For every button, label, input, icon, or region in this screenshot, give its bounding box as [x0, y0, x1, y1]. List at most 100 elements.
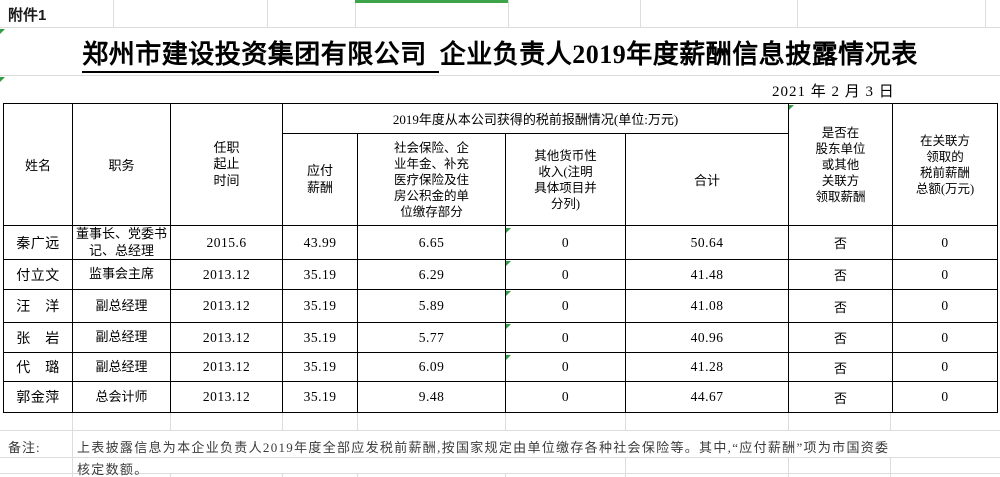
header-payable[interactable]: 应付 薪酬 — [282, 133, 358, 226]
cell-total[interactable]: 44.67 — [624, 381, 790, 413]
gridline — [0, 430, 1000, 431]
cell-other[interactable]: 0 — [505, 381, 626, 413]
cell-related-amount[interactable]: 0 — [892, 259, 999, 290]
cell-related[interactable]: 否 — [788, 289, 894, 323]
attachment-label[interactable]: 附件1 — [8, 7, 47, 24]
note-label[interactable]: 备注: — [8, 440, 41, 455]
gridline — [282, 413, 283, 430]
header-pretax-group[interactable]: 2019年度从本公司获得的税前报酬情况(单位:万元) — [281, 103, 790, 134]
cell-related[interactable]: 否 — [788, 381, 894, 413]
gridline — [505, 473, 506, 477]
cell-related-amount[interactable]: 0 — [892, 381, 999, 413]
cell-payable[interactable]: 35.19 — [282, 352, 358, 382]
cell-insurance[interactable]: 5.89 — [357, 289, 506, 323]
cell-position[interactable]: 副总经理 — [72, 322, 171, 353]
gridline — [508, 0, 509, 27]
table-row: 郭金萍 总会计师 2013.12 35.19 9.48 0 44.67 否 0 — [3, 381, 999, 413]
cell-insurance[interactable]: 6.09 — [357, 352, 506, 382]
cell-flag-icon — [0, 77, 5, 82]
cell-name[interactable]: 代 璐 — [3, 352, 73, 382]
header-related-amount[interactable]: 在关联方 领取的 税前薪酬 总额(万元) — [892, 103, 999, 226]
cell-position[interactable]: 总会计师 — [72, 381, 171, 413]
cell-insurance[interactable]: 6.29 — [357, 259, 506, 290]
gridline — [113, 0, 114, 27]
title-rest: 企业负责人2019年度薪酬信息披露情况表 — [439, 40, 918, 69]
table-subheader-row: 应付 薪酬 社会保险、企 业年金、补充 医疗保险及住 房公积金的单 位缴存部分 … — [4, 133, 998, 226]
cell-tenure[interactable]: 2013.12 — [170, 259, 283, 290]
cell-insurance[interactable]: 5.77 — [357, 322, 506, 353]
cell-name[interactable]: 付立文 — [3, 259, 73, 290]
header-tenure[interactable]: 任职 起止 时间 — [170, 103, 283, 226]
cell-payable[interactable]: 35.19 — [282, 322, 358, 353]
cell-related[interactable]: 否 — [788, 259, 894, 290]
cell-related-amount[interactable]: 0 — [892, 225, 999, 260]
cell-name[interactable]: 张 岩 — [3, 322, 73, 353]
table-row: 付立文 监事会主席 2013.12 35.19 6.29 0 41.48 否 0 — [3, 259, 999, 290]
cell-name[interactable]: 郭金萍 — [3, 381, 73, 413]
cell-related[interactable]: 否 — [788, 322, 894, 353]
header-total[interactable]: 合计 — [624, 133, 790, 226]
cell-payable[interactable]: 43.99 — [282, 225, 358, 260]
cell-flag-icon — [0, 29, 5, 34]
cell-name[interactable]: 秦广远 — [3, 225, 73, 260]
cell-tenure[interactable]: 2013.12 — [170, 322, 283, 353]
gridline — [170, 473, 171, 477]
header-position[interactable]: 职务 — [72, 103, 171, 226]
cell-other[interactable]: 0 — [505, 289, 626, 323]
cell-tenure[interactable]: 2013.12 — [170, 381, 283, 413]
cell-total[interactable]: 41.48 — [624, 259, 790, 290]
cell-tenure[interactable]: 2013.12 — [170, 289, 283, 323]
header-name[interactable]: 姓名 — [3, 103, 73, 226]
header-insurance[interactable]: 社会保险、企 业年金、补充 医疗保险及住 房公积金的单 位缴存部分 — [357, 133, 506, 226]
cell-other[interactable]: 0 — [505, 322, 626, 353]
cell-position[interactable]: 董事长、党委书 记、总经理 — [72, 225, 171, 260]
green-cell-fill-bar — [355, 0, 508, 3]
cell-total[interactable]: 41.28 — [624, 352, 790, 382]
cell-total[interactable]: 50.64 — [624, 225, 790, 260]
cell-related[interactable]: 否 — [788, 225, 894, 260]
gridline — [985, 0, 986, 27]
gridline — [505, 413, 506, 430]
gridline — [797, 0, 798, 27]
cell-related[interactable]: 否 — [788, 352, 894, 382]
cell-related-amount[interactable]: 0 — [892, 322, 999, 353]
cell-payable[interactable]: 35.19 — [282, 259, 358, 290]
cell-payable[interactable]: 35.19 — [282, 289, 358, 323]
note-line-1[interactable]: 上表披露信息为本企业负责人2019年度全部应发税前薪酬,按国家规定由单位缴存各种… — [77, 440, 890, 455]
cell-payable[interactable]: 35.19 — [282, 381, 358, 413]
cell-total[interactable]: 41.08 — [624, 289, 790, 323]
cell-insurance[interactable]: 9.48 — [357, 381, 506, 413]
cell-related-amount[interactable]: 0 — [892, 289, 999, 323]
header-related-party[interactable]: 是否在 股东单位 或其他 关联方 领取薪酬 — [788, 103, 894, 226]
cell-related-amount[interactable]: 0 — [892, 352, 999, 382]
table-row: 代 璐 副总经理 2013.12 35.19 6.09 0 41.28 否 0 — [3, 352, 999, 382]
gridline — [0, 75, 1000, 76]
cell-position[interactable]: 副总经理 — [72, 352, 171, 382]
cell-tenure[interactable]: 2013.12 — [170, 352, 283, 382]
cell-other[interactable]: 0 — [505, 352, 626, 382]
date-line[interactable]: 2021 年 2 月 3 日 — [772, 84, 895, 100]
gridline — [0, 27, 1000, 28]
header-other-income[interactable]: 其他货币性 收入(注明 具体项目并 分列) — [505, 133, 626, 226]
table-row: 秦广远 董事长、党委书 记、总经理 2015.6 43.99 6.65 0 50… — [3, 225, 999, 260]
table-header-row: 姓名 职务 任职 起止 时间 2019年度从本公司获得的税前报酬情况(单位:万元… — [3, 103, 999, 226]
gridline — [267, 0, 268, 27]
cell-other[interactable]: 0 — [505, 225, 626, 260]
gridline — [890, 458, 891, 477]
cell-tenure[interactable]: 2015.6 — [170, 225, 283, 260]
gridline — [170, 413, 171, 430]
cell-position[interactable]: 监事会主席 — [72, 259, 171, 290]
gridline — [788, 458, 789, 477]
cell-position[interactable]: 副总经理 — [72, 289, 171, 323]
cell-other[interactable]: 0 — [505, 259, 626, 290]
cell-total[interactable]: 40.96 — [624, 322, 790, 353]
page-title[interactable]: 郑州市建设投资集团有限公司 企业负责人2019年度薪酬信息披露情况表 — [0, 34, 1000, 73]
table-row: 张 岩 副总经理 2013.12 35.19 5.77 0 40.96 否 0 — [3, 322, 999, 353]
gridline — [625, 458, 626, 477]
gridline — [0, 457, 1000, 458]
gridline — [788, 413, 789, 430]
cell-name[interactable]: 汪 洋 — [3, 289, 73, 323]
note-line-2[interactable]: 核定数额。 — [77, 462, 149, 477]
cell-insurance[interactable]: 6.65 — [357, 225, 506, 260]
